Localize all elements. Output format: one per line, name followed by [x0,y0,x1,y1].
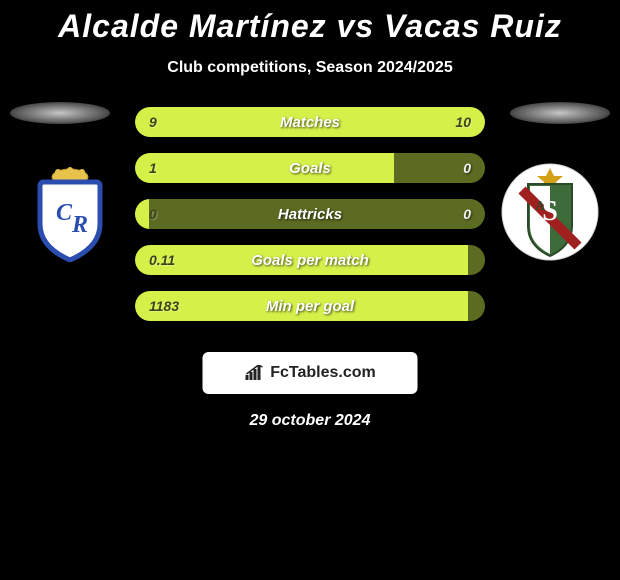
stat-row: 0.11Goals per match [135,245,485,275]
comparison-subtitle: Club competitions, Season 2024/2025 [0,59,620,77]
stat-row: 1183Min per goal [135,291,485,321]
svg-text:A: A [535,199,546,214]
stat-row: 910Matches [135,107,485,137]
halo-left [10,102,110,124]
team-crest-right: S A [500,162,600,262]
stat-row: 00Hattricks [135,199,485,229]
stat-bars: 910Matches 10Goals 00Hattricks 0.11Goals pe… [135,107,485,337]
chart-icon [244,365,264,381]
stat-label: Min per goal [135,298,485,315]
stat-row: 10Goals [135,153,485,183]
snapshot-date: 29 october 2024 [0,412,620,430]
stat-label: Hattricks [135,206,485,223]
comparison-title: Alcalde Martínez vs Vacas Ruiz [0,0,620,45]
source-text: FcTables.com [270,364,376,382]
source-badge: FcTables.com [203,352,418,394]
crest-right-icon: S A [500,162,600,262]
stat-label: Goals per match [135,252,485,269]
svg-text:R: R [71,212,88,238]
stat-label: Matches [135,114,485,131]
team-crest-left: C R [20,162,120,262]
crest-left-icon: C R [20,162,120,262]
stat-label: Goals [135,160,485,177]
halo-right [510,102,610,124]
svg-text:C: C [56,200,73,226]
